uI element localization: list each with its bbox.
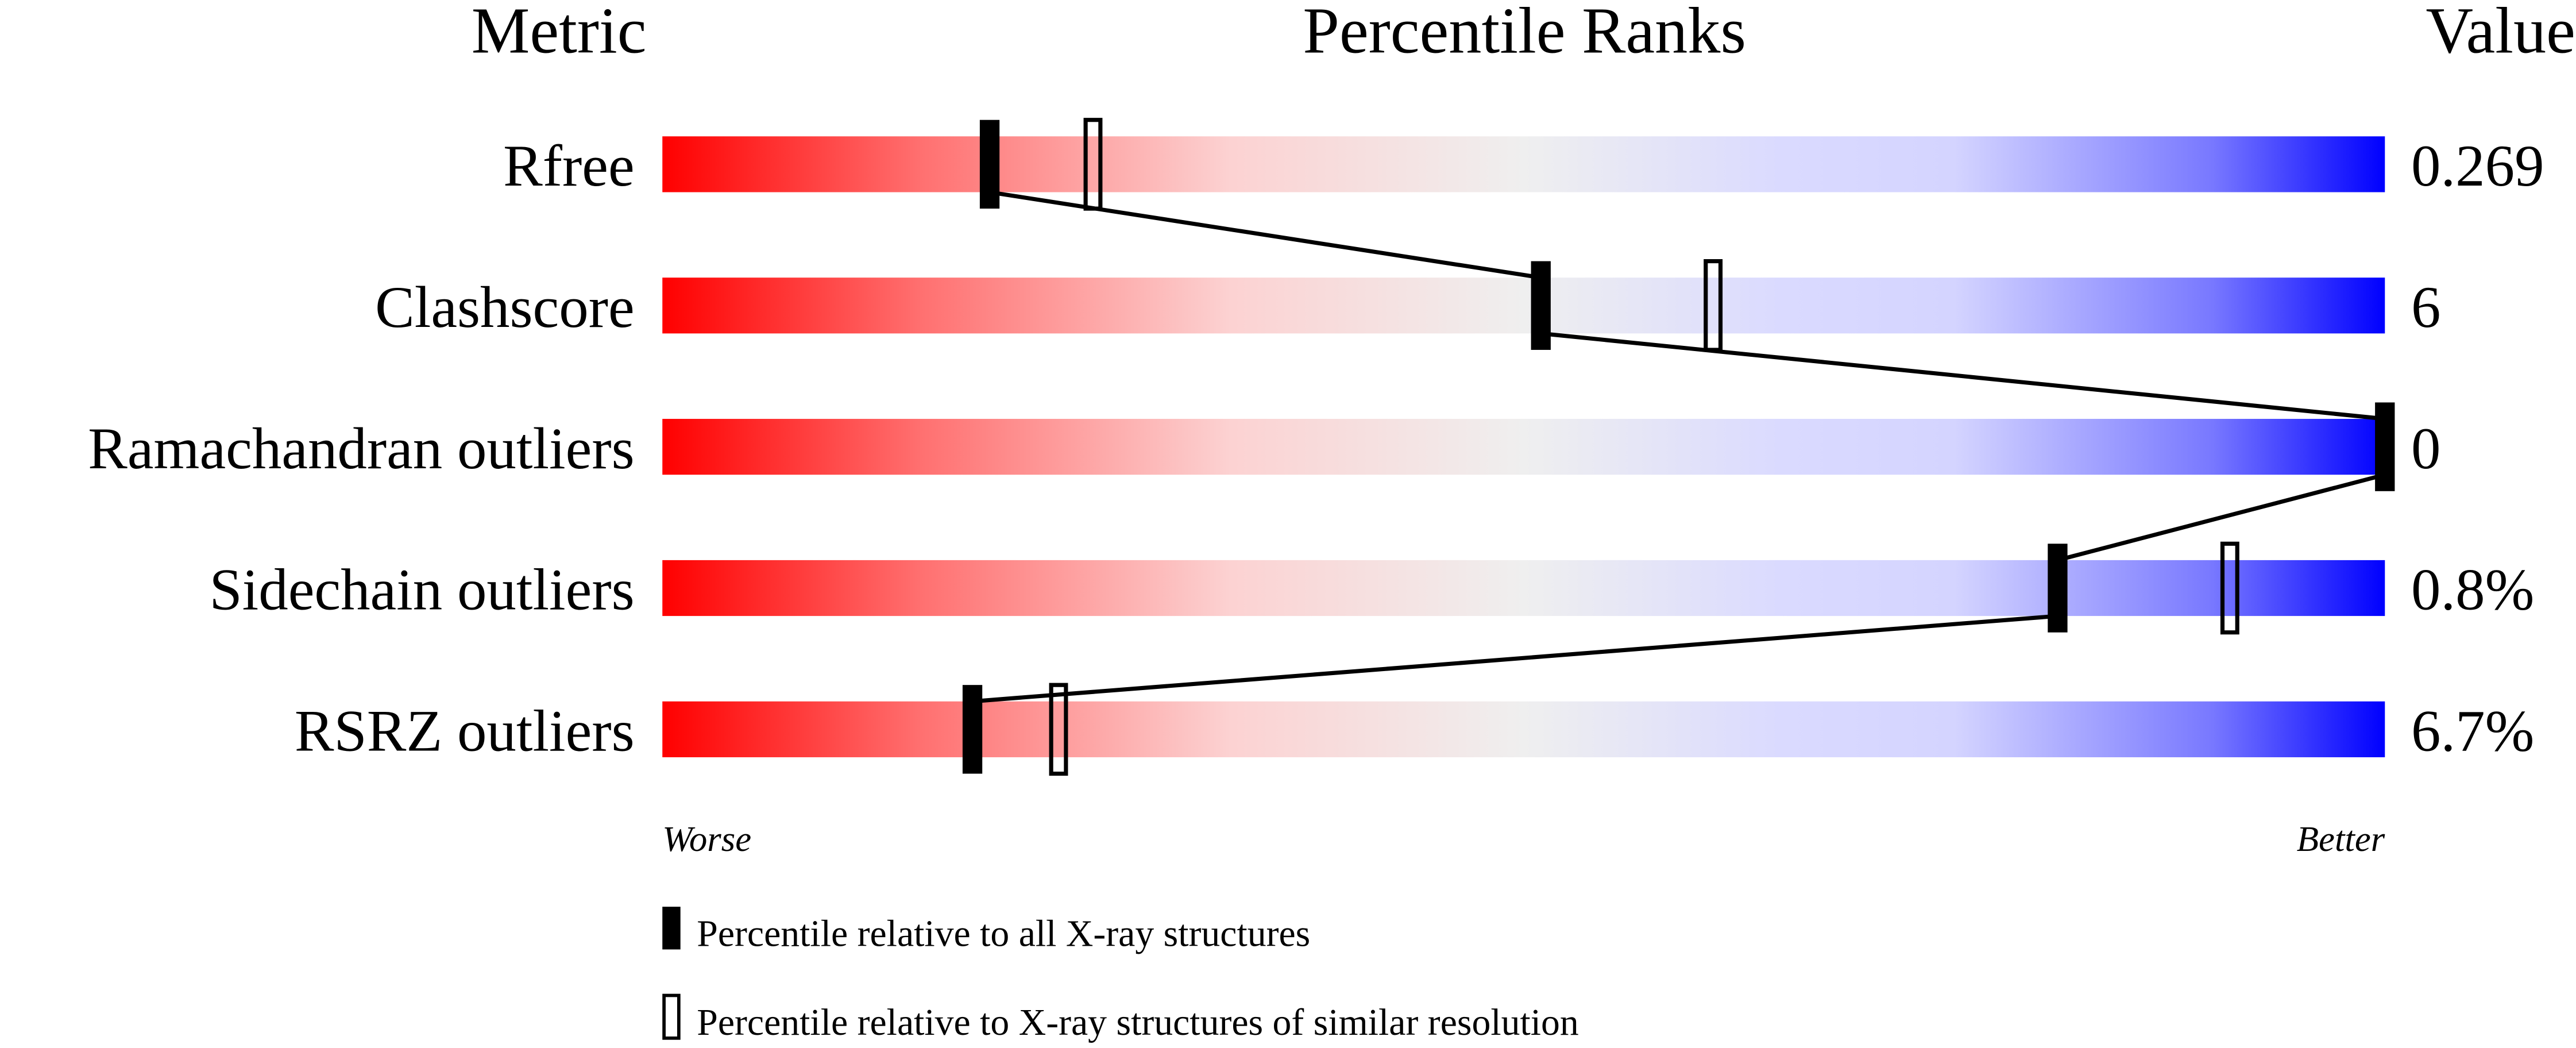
- marker-similar-resolution: [2220, 541, 2239, 635]
- marker-similar-resolution: [1083, 118, 1103, 211]
- metric-label: Clashscore: [375, 275, 635, 340]
- marker-similar-resolution: [1049, 683, 1068, 776]
- marker-all-structures: [979, 120, 1000, 209]
- metric-value: 0.269: [2411, 133, 2544, 199]
- metric-label: RSRZ outliers: [295, 699, 635, 764]
- header-percentile-ranks: Percentile Ranks: [1303, 0, 1746, 67]
- legend-all-swatch: [662, 907, 681, 950]
- header-metric: Metric: [472, 0, 647, 67]
- better-label: Better: [2297, 819, 2385, 859]
- metric-value: 0.8%: [2411, 557, 2534, 623]
- metric-label: Ramachandran outliers: [88, 416, 635, 481]
- marker-all-structures: [1531, 261, 1551, 350]
- header-value: Value: [2426, 0, 2575, 67]
- metric-value: 0: [2411, 416, 2440, 481]
- metric-value: 6: [2411, 275, 2440, 340]
- percentile-bar: [662, 419, 2385, 475]
- percentile-bar: [662, 701, 2385, 757]
- percentile-bar: [662, 560, 2385, 617]
- legend-similar-label: Percentile relative to X-ray structures …: [697, 1001, 1578, 1043]
- marker-similar-resolution: [1704, 259, 1723, 352]
- marker-all-structures: [2375, 402, 2395, 491]
- percentile-bar: [662, 136, 2385, 192]
- percentile-bar: [662, 278, 2385, 334]
- legend-all-label: Percentile relative to all X-ray structu…: [697, 913, 1310, 955]
- metric-value: 6.7%: [2411, 699, 2534, 764]
- marker-all-structures: [2048, 544, 2068, 633]
- worse-label: Worse: [662, 819, 751, 859]
- legend-similar-swatch: [662, 993, 681, 1040]
- marker-all-structures: [962, 685, 983, 774]
- metric-label: Rfree: [503, 133, 635, 199]
- metric-label: Sidechain outliers: [209, 557, 634, 623]
